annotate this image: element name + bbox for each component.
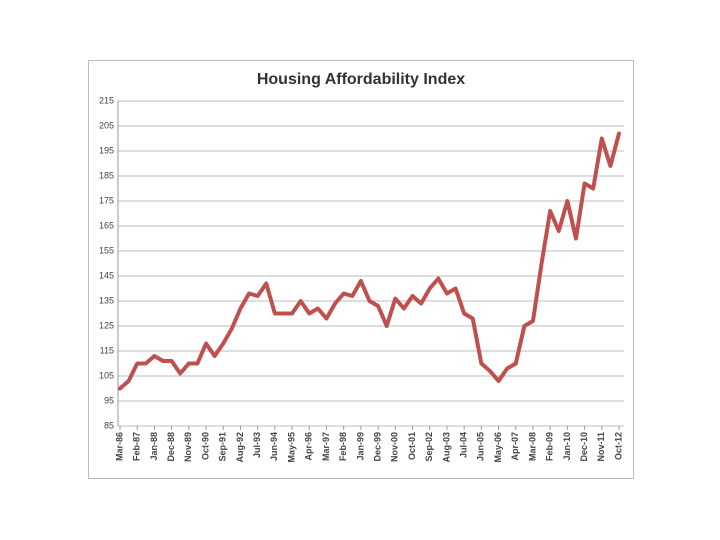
y-tick-label: 165: [99, 220, 114, 230]
x-tick-label: May-06: [493, 432, 503, 463]
y-tick-label: 195: [99, 145, 114, 155]
x-tick-label: Dec-99: [372, 432, 382, 462]
chart-title: Housing Affordability Index: [257, 71, 465, 88]
x-tick-label: Apr-96: [304, 432, 314, 461]
x-tick-label: Aug-03: [441, 432, 451, 463]
x-tick-label: Sep-91: [218, 432, 228, 462]
x-tick-label: Nov-89: [183, 432, 193, 462]
x-tick-label: Feb-87: [132, 432, 142, 461]
chart-frame: [88, 60, 634, 479]
x-tick-label: Feb-98: [338, 432, 348, 461]
y-tick-label: 185: [99, 170, 114, 180]
x-tick-label: Oct-01: [407, 432, 417, 460]
y-tick-label: 135: [99, 295, 114, 305]
x-tick-label: Aug-92: [235, 432, 245, 463]
y-tick-label: 155: [99, 245, 114, 255]
x-tick-label: Mar-86: [114, 432, 124, 461]
x-tick-label: Feb-09: [545, 432, 555, 461]
x-tick-label: Jul-93: [252, 432, 262, 458]
y-tick-label: 95: [104, 395, 114, 405]
x-tick-label: Dec-88: [166, 432, 176, 462]
x-tick-label: Jan-10: [562, 432, 572, 461]
x-tick-label: Jun-05: [476, 432, 486, 461]
y-tick-label: 175: [99, 195, 114, 205]
x-tick-label: Sep-02: [424, 432, 434, 462]
x-tick-label: Nov-11: [596, 432, 606, 462]
y-tick-label: 105: [99, 370, 114, 380]
x-tick-label: Jan-99: [355, 432, 365, 461]
x-tick-label: Jul-04: [459, 432, 469, 458]
x-tick-label: Nov-00: [390, 432, 400, 462]
x-tick-label: Oct-12: [613, 432, 623, 460]
y-tick-label: 115: [100, 345, 114, 355]
y-tick-label: 215: [99, 95, 114, 105]
x-tick-label: Jun-94: [269, 432, 279, 461]
data-line: [118, 131, 621, 391]
x-tick-label: Mar-08: [527, 432, 537, 461]
y-tick-label: 205: [99, 120, 114, 130]
x-tick-label: Apr-07: [510, 432, 520, 461]
y-tick-label: 85: [104, 420, 114, 430]
y-tick-label: 125: [99, 320, 114, 330]
x-tick-label: Mar-97: [321, 432, 331, 461]
x-tick-label: Oct-90: [200, 432, 210, 460]
x-tick-label: Jan-88: [149, 432, 159, 461]
x-tick-label: May-95: [286, 432, 296, 463]
x-tick-label: Dec-10: [579, 432, 589, 462]
y-tick-label: 145: [99, 270, 114, 280]
